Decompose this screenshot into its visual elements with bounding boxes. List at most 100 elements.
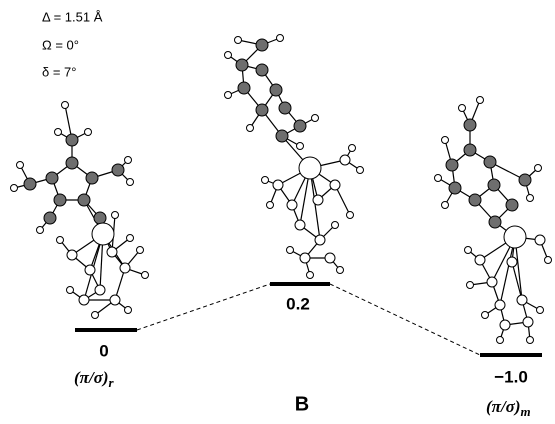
atom	[442, 202, 449, 209]
atom	[506, 199, 518, 211]
atom	[256, 39, 268, 51]
atom	[94, 212, 106, 224]
atom	[92, 223, 114, 245]
atom	[347, 212, 354, 219]
atom	[86, 172, 98, 184]
atom	[287, 200, 297, 210]
connector	[330, 284, 480, 355]
atom	[85, 129, 92, 136]
annotation: Ω = 0°	[42, 37, 79, 52]
atom	[449, 182, 461, 194]
atom	[497, 337, 504, 344]
atom	[307, 272, 314, 279]
atom	[67, 287, 74, 294]
atom	[535, 235, 545, 245]
atom	[287, 247, 294, 254]
bond	[512, 262, 522, 300]
atom	[465, 247, 472, 254]
atom	[37, 227, 44, 234]
atom	[273, 180, 283, 190]
atom	[279, 102, 291, 114]
atom	[294, 120, 306, 132]
atom	[297, 143, 304, 150]
atom	[57, 237, 64, 244]
atom	[488, 179, 500, 191]
atom	[11, 185, 18, 192]
atom	[92, 312, 99, 319]
atom	[477, 97, 484, 104]
atom	[435, 175, 442, 182]
atom	[519, 174, 531, 186]
atom	[276, 130, 288, 142]
atom	[256, 104, 268, 116]
panel-label: B	[295, 393, 309, 415]
atom	[78, 194, 90, 206]
molecules	[11, 35, 552, 344]
atom	[332, 222, 339, 229]
atom	[127, 235, 134, 242]
figure: Δ = 1.51 Å Ω = 0° δ = 7° 0 0.2 −1.0 (π/σ…	[0, 0, 555, 424]
atom	[464, 144, 476, 156]
atom	[475, 255, 485, 265]
atom	[262, 177, 269, 184]
atom	[235, 37, 242, 44]
atom	[110, 295, 120, 305]
atom	[500, 320, 510, 330]
atom	[247, 125, 254, 132]
atom	[17, 162, 24, 169]
level-label: (π/σ)r	[74, 368, 115, 390]
atom	[545, 257, 552, 264]
atom	[295, 220, 305, 230]
atom	[225, 92, 232, 99]
atom	[236, 59, 248, 71]
connector	[137, 284, 270, 330]
label-base: (π/σ)	[74, 368, 109, 387]
atom	[312, 115, 319, 122]
atom	[446, 159, 458, 171]
atom	[467, 282, 474, 289]
atom	[137, 247, 144, 254]
atom	[315, 235, 325, 245]
level-value: 0.2	[286, 294, 310, 313]
atom	[299, 157, 321, 179]
atom	[66, 157, 78, 169]
atom	[330, 180, 340, 190]
atom	[270, 84, 282, 96]
atom	[504, 226, 526, 248]
atom	[464, 119, 476, 131]
atom	[337, 267, 344, 274]
atom	[507, 257, 517, 267]
atom	[535, 165, 542, 172]
atom	[112, 212, 119, 219]
atom	[517, 295, 527, 305]
atom	[469, 194, 481, 206]
annotation: δ = 7°	[42, 64, 76, 79]
atom	[24, 178, 36, 190]
atom	[527, 195, 534, 202]
atom	[66, 134, 78, 146]
level-label: (π/σ)m	[486, 397, 531, 419]
level-value: 0	[99, 341, 108, 360]
atom	[442, 137, 449, 144]
label-base: (π/σ)	[486, 397, 521, 416]
atom	[127, 179, 134, 186]
atom	[484, 156, 496, 168]
atom	[357, 167, 364, 174]
atom	[112, 164, 124, 176]
atom	[495, 300, 505, 310]
atom	[67, 250, 77, 260]
atom	[107, 247, 117, 257]
level-value: −1.0	[494, 367, 528, 386]
atom	[523, 317, 533, 327]
atom	[125, 157, 132, 164]
atom	[482, 312, 489, 319]
atom	[459, 105, 466, 112]
atom	[238, 82, 250, 94]
atom	[125, 307, 132, 314]
atom	[340, 155, 350, 165]
atom	[349, 145, 356, 152]
atom	[85, 265, 95, 275]
atom	[487, 277, 497, 287]
atom	[95, 285, 105, 295]
atom	[225, 52, 232, 59]
